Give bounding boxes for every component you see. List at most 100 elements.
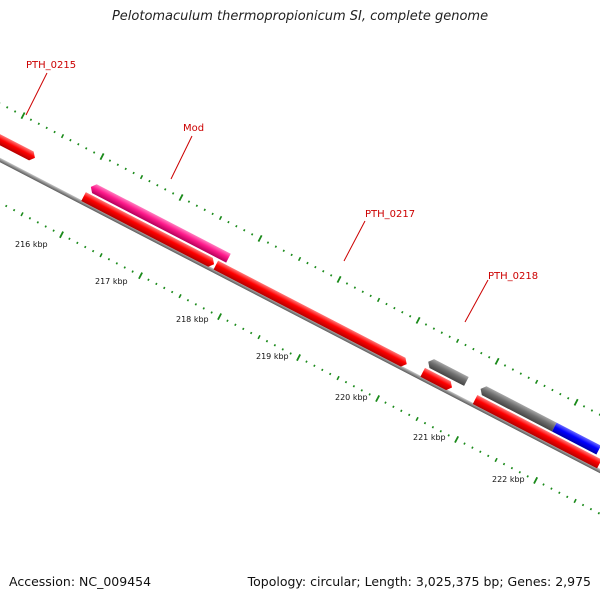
lower-scale-tick xyxy=(163,286,166,290)
upper-scale-tick xyxy=(124,167,127,171)
lower-scale-tick xyxy=(289,352,292,355)
upper-scale-tick xyxy=(519,372,522,375)
upper-scale-tick xyxy=(440,331,443,334)
lower-scale-tick xyxy=(375,395,380,403)
upper-scale-tick xyxy=(472,347,475,351)
lower-scale-tick xyxy=(84,245,87,249)
lower-scale-tick xyxy=(265,339,269,343)
cds-right-red[interactable] xyxy=(472,395,600,469)
upper-scale-tick xyxy=(257,234,263,243)
lower-scale-tick xyxy=(400,409,403,413)
upper-scale-tick xyxy=(116,163,119,167)
upper-scale-tick xyxy=(494,357,500,365)
lower-scale-tick xyxy=(68,237,71,241)
lower-scale-tick xyxy=(368,393,371,396)
lower-scale-tick xyxy=(589,507,593,511)
upper-scale-tick xyxy=(211,212,214,216)
lower-scale-tick xyxy=(115,262,119,265)
upper-scale-tick xyxy=(330,274,333,277)
lower-scale-tick xyxy=(91,249,95,253)
lower-scale-tick xyxy=(431,425,435,429)
lower-scale-tick xyxy=(296,354,301,362)
upper-scale-tick xyxy=(306,261,309,265)
lower-scale-tick xyxy=(273,344,277,347)
upper-tick-row xyxy=(0,102,600,416)
lower-scale-tick xyxy=(155,282,158,286)
scale-label-216: 216 kbp xyxy=(15,240,48,249)
upper-scale-tick xyxy=(92,151,96,154)
lower-scale-tick xyxy=(573,498,577,504)
upper-scale-tick xyxy=(432,327,436,330)
upper-scale-tick xyxy=(290,253,293,257)
scale-label-219: 219 kbp xyxy=(256,352,289,361)
lower-scale-tick xyxy=(321,368,324,372)
lower-scale-tick xyxy=(542,483,545,486)
upper-scale-tick xyxy=(314,265,317,269)
lower-scale-tick xyxy=(217,313,222,321)
cds-right-gray[interactable] xyxy=(478,384,557,432)
lower-scale-tick xyxy=(352,384,356,388)
lower-scale-tick xyxy=(186,298,190,302)
upper-scale-tick xyxy=(590,409,594,412)
lower-scale-tick xyxy=(242,327,245,331)
lower-scale-tick xyxy=(329,372,332,376)
upper-scale-tick xyxy=(534,379,539,384)
upper-scale-tick xyxy=(139,174,144,180)
lower-scale-tick xyxy=(52,229,55,232)
upper-scale-tick xyxy=(401,310,404,314)
callout-line-pth0217 xyxy=(343,220,366,262)
upper-scale-tick xyxy=(203,208,206,212)
upper-scale-tick xyxy=(20,112,26,120)
upper-scale-tick xyxy=(108,159,112,162)
gene-label-pth0218: PTH_0218 xyxy=(488,271,538,282)
upper-scale-tick xyxy=(345,282,349,285)
upper-scale-tick xyxy=(503,364,507,367)
lower-scale-tick xyxy=(581,503,585,507)
upper-scale-tick xyxy=(409,315,412,318)
upper-scale-tick xyxy=(164,188,167,191)
cds-pth0218-gray[interactable] xyxy=(426,357,469,386)
lower-scale-tick xyxy=(439,430,442,433)
upper-scale-tick xyxy=(448,335,451,339)
upper-scale-tick xyxy=(336,275,342,283)
lower-scale-tick xyxy=(249,331,253,335)
lower-scale-tick xyxy=(336,375,340,381)
cds-left-edge[interactable] xyxy=(0,121,37,162)
lower-tick-row xyxy=(5,204,600,515)
scale-label-221: 221 kbp xyxy=(413,433,446,442)
lower-scale-tick xyxy=(5,204,8,208)
upper-scale-tick xyxy=(415,316,421,324)
upper-scale-tick xyxy=(297,256,302,262)
lower-scale-tick xyxy=(281,348,284,351)
upper-scale-tick xyxy=(393,306,396,310)
upper-scale-tick xyxy=(376,297,381,303)
upper-scale-tick xyxy=(480,351,483,355)
upper-scale-tick xyxy=(266,241,270,244)
upper-scale-tick xyxy=(527,376,530,379)
lower-scale-tick xyxy=(550,487,553,490)
upper-scale-tick xyxy=(187,200,191,203)
lower-scale-tick xyxy=(257,334,261,340)
upper-scale-tick xyxy=(99,153,105,161)
cds-pth0218-red[interactable] xyxy=(420,367,454,392)
cds-right-blue[interactable] xyxy=(551,422,600,455)
lower-scale-tick xyxy=(471,446,474,449)
lower-scale-tick xyxy=(36,221,39,224)
accession-text: Accession: NC_009454 xyxy=(9,574,152,589)
lower-scale-tick xyxy=(392,405,395,408)
upper-scale-tick xyxy=(178,194,184,202)
cds-mod[interactable] xyxy=(89,182,231,263)
lower-scale-tick xyxy=(305,360,308,363)
upper-scale-tick xyxy=(543,384,546,388)
lower-scale-tick xyxy=(502,462,506,466)
upper-scale-tick xyxy=(488,356,491,359)
lower-scale-tick xyxy=(107,258,111,261)
upper-scale-tick xyxy=(235,224,238,228)
lower-scale-tick xyxy=(226,319,229,322)
upper-scale-tick xyxy=(85,147,88,150)
upper-scale-tick xyxy=(60,133,65,139)
lower-scale-tick xyxy=(344,380,348,384)
cds-pth0217[interactable] xyxy=(213,260,409,369)
upper-scale-tick xyxy=(29,118,33,121)
cds-216-217[interactable] xyxy=(81,192,216,269)
